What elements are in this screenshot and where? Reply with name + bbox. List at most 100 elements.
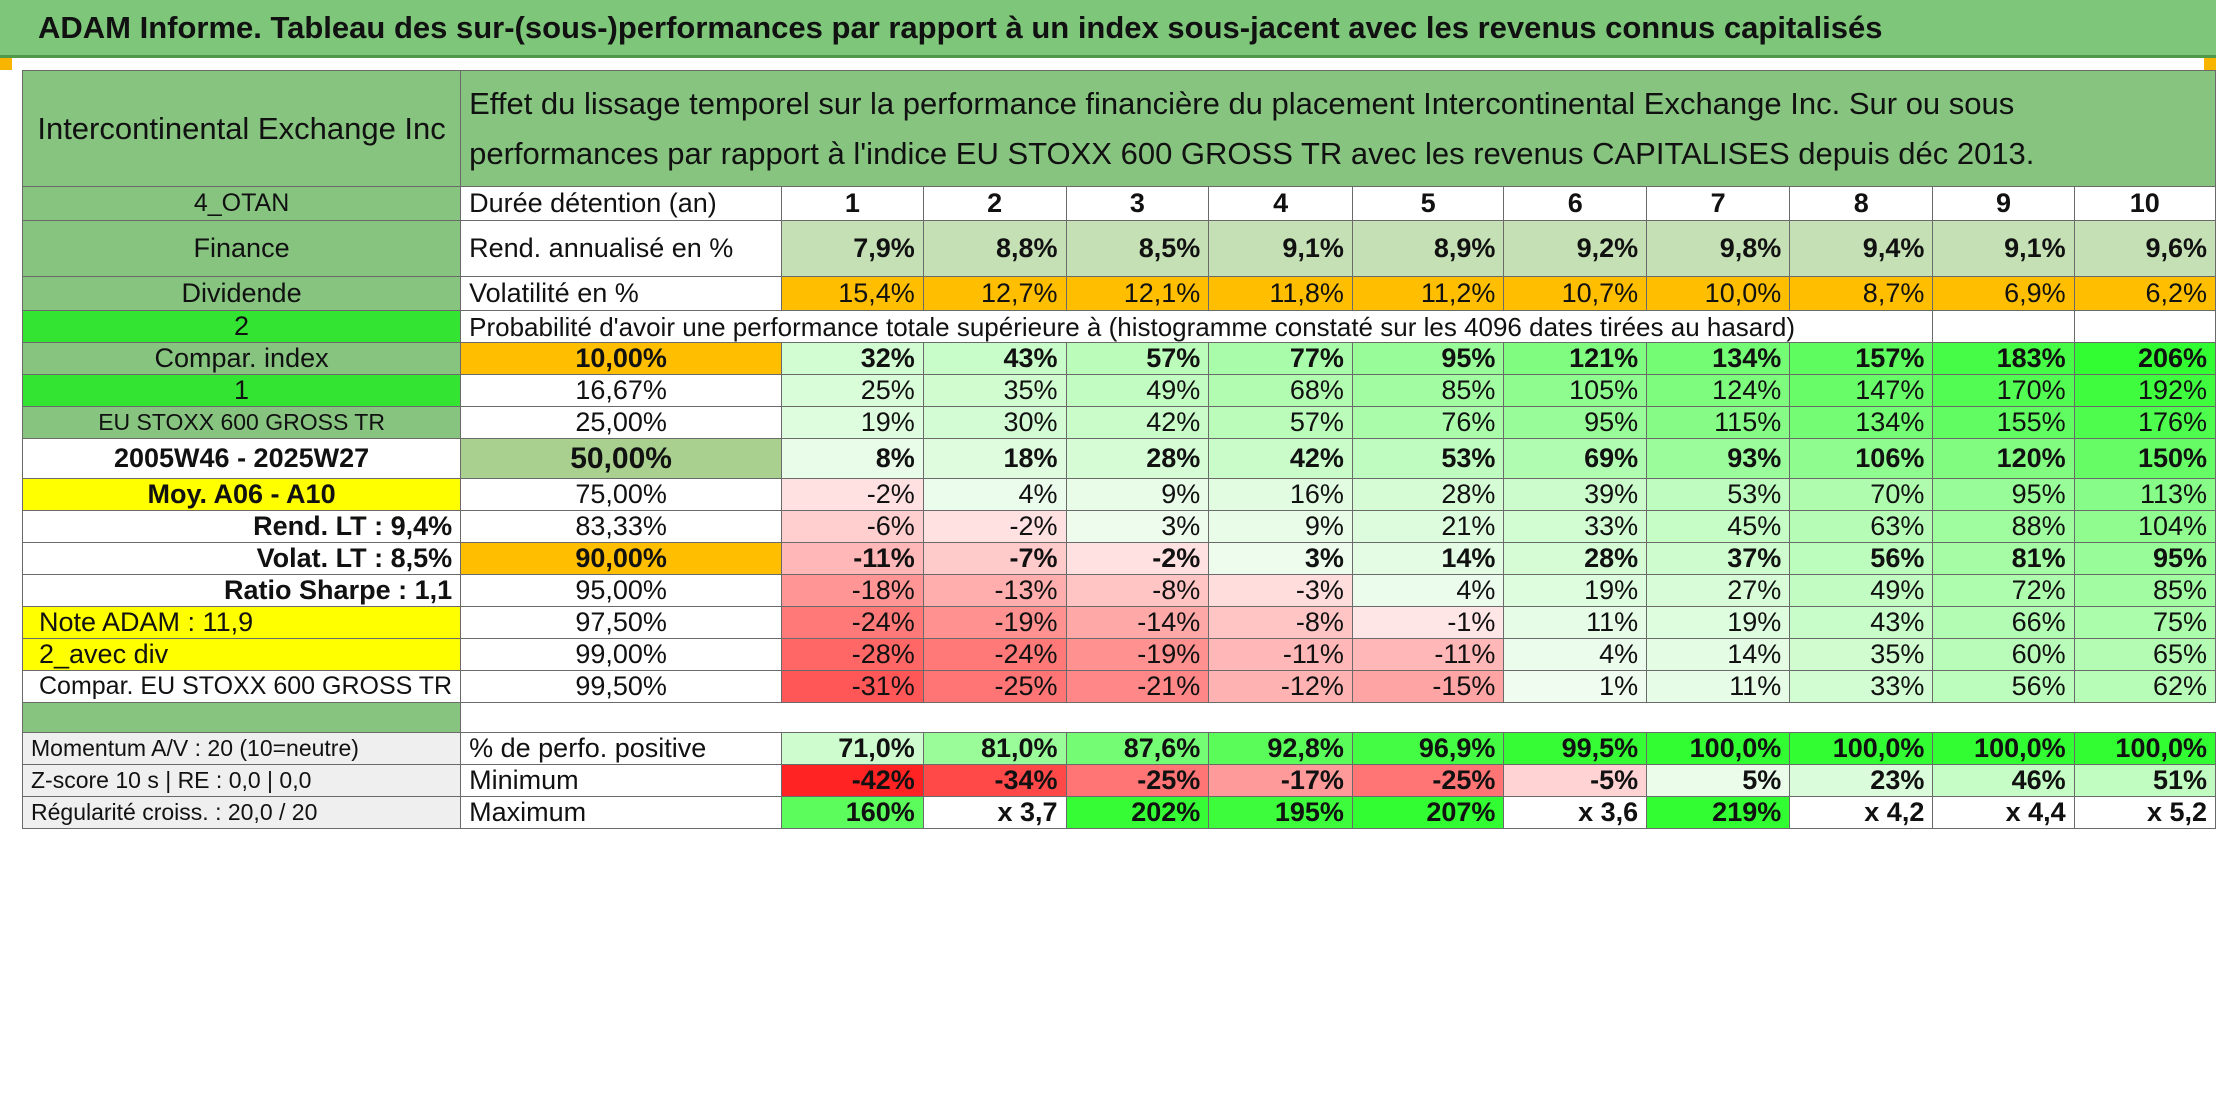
- positive-value: 100,0%: [1646, 732, 1791, 766]
- rend-value: 9,4%: [1789, 220, 1934, 278]
- matrix-row: 1 16,67% 25% 35% 49% 68% 85% 105% 124% 147% 170% 19…: [21, 374, 2216, 408]
- percentile: 75,00%: [460, 478, 783, 512]
- positive-value: 100,0%: [2073, 732, 2216, 766]
- matrix-cell: 35%: [922, 374, 1067, 408]
- matrix-cell: 53%: [1646, 478, 1791, 512]
- matrix-cell: 93%: [1646, 438, 1791, 480]
- vol-value: 10,7%: [1503, 276, 1648, 312]
- maximum-value: x 3,6: [1503, 796, 1648, 830]
- duration-8: 8: [1789, 186, 1934, 222]
- matrix-cell: 70%: [1789, 478, 1934, 512]
- matrix-cell: 95%: [1503, 406, 1648, 440]
- left-label: Volat. LT : 8,5%: [21, 542, 462, 576]
- code-label: 4_OTAN: [21, 186, 462, 222]
- rend-value: 8,8%: [922, 220, 1067, 278]
- matrix-cell: 65%: [2073, 638, 2216, 672]
- rend-value: 9,6%: [2073, 220, 2216, 278]
- matrix-cell: 53%: [1351, 438, 1505, 480]
- matrix-cell: 69%: [1503, 438, 1648, 480]
- matrix-cell: 192%: [2073, 374, 2216, 408]
- matrix-cell: 42%: [1065, 406, 1210, 440]
- minimum-value: -25%: [1351, 764, 1505, 798]
- matrix-cell: 14%: [1646, 638, 1791, 672]
- rend-row: Finance Rend. annualisé en % 7,9% 8,8% 8,5% 9…: [21, 220, 2216, 278]
- durations-label: Durée détention (an): [460, 186, 783, 222]
- spacer-row: [21, 702, 2216, 734]
- matrix-cell: 28%: [1351, 478, 1505, 512]
- left-label: 2_avec div: [21, 638, 462, 672]
- matrix-cell: -2%: [1065, 542, 1210, 576]
- matrix-cell: -3%: [1208, 574, 1353, 608]
- duration-5: 5: [1351, 186, 1505, 222]
- matrix-cell: 60%: [1932, 638, 2075, 672]
- matrix-cell: 28%: [1065, 438, 1210, 480]
- matrix-cell: 28%: [1503, 542, 1648, 576]
- vol-value: 12,7%: [922, 276, 1067, 312]
- matrix-cell: 45%: [1646, 510, 1791, 544]
- matrix-cell: 42%: [1208, 438, 1353, 480]
- matrix-cell: 77%: [1208, 342, 1353, 376]
- spacer-left: [21, 702, 462, 734]
- footer-label: Maximum: [460, 796, 783, 830]
- matrix-cell: -21%: [1065, 670, 1210, 704]
- vol-value: 11,8%: [1208, 276, 1353, 312]
- matrix-cell: 95%: [1351, 342, 1505, 376]
- matrix-cell: 32%: [781, 342, 924, 376]
- blank-cell: [1932, 310, 2075, 344]
- left-label: Note ADAM : 11,9: [21, 606, 462, 640]
- percentile: 90,00%: [460, 542, 783, 576]
- matrix-cell: 104%: [2073, 510, 2216, 544]
- matrix-cell: 35%: [1789, 638, 1934, 672]
- matrix-row: Volat. LT : 8,5% 90,00% -11% -7% -2% 3% 14% 28%…: [21, 542, 2216, 576]
- matrix-row: Ratio Sharpe : 1,1 95,00% -18% -13% -8% -3% 4%…: [21, 574, 2216, 608]
- minimum-value: -34%: [922, 764, 1067, 798]
- corner-marker: [2204, 58, 2216, 70]
- positive-value: 96,9%: [1351, 732, 1505, 766]
- footer-left: Momentum A/V : 20 (10=neutre): [21, 732, 462, 766]
- rend-label: Rend. annualisé en %: [460, 220, 783, 278]
- left-label: 1: [21, 374, 462, 408]
- matrix-cell: 95%: [1932, 478, 2075, 512]
- maximum-value: x 3,7: [922, 796, 1067, 830]
- vol-label: Volatilité en %: [460, 276, 783, 312]
- matrix-cell: 81%: [1932, 542, 2075, 576]
- rend-value: 9,2%: [1503, 220, 1648, 278]
- matrix-cell: 66%: [1932, 606, 2075, 640]
- footer-row: Momentum A/V : 20 (10=neutre)% de perfo.…: [21, 732, 2216, 766]
- matrix-cell: 19%: [781, 406, 924, 440]
- sector-label: Finance: [21, 220, 462, 278]
- matrix-cell: 3%: [1065, 510, 1210, 544]
- left-label: 2005W46 - 2025W27: [21, 438, 462, 480]
- percentile: 97,50%: [460, 606, 783, 640]
- matrix-cell: 63%: [1789, 510, 1934, 544]
- positive-value: 92,8%: [1208, 732, 1353, 766]
- maximum-value: 195%: [1208, 796, 1353, 830]
- matrix-cell: 19%: [1503, 574, 1648, 608]
- vol-row: Dividende Volatilité en % 15,4% 12,7% 12,1% 1…: [21, 276, 2216, 312]
- footer-left: Régularité croiss. : 20,0 / 20: [21, 796, 462, 830]
- matrix-cell: 147%: [1789, 374, 1934, 408]
- matrix-cell: 124%: [1646, 374, 1791, 408]
- matrix-cell: 183%: [1932, 342, 2075, 376]
- minimum-value: -42%: [781, 764, 924, 798]
- maximum-value: x 4,2: [1789, 796, 1934, 830]
- matrix-cell: -8%: [1065, 574, 1210, 608]
- matrix-cell: 33%: [1503, 510, 1648, 544]
- duration-3: 3: [1065, 186, 1210, 222]
- matrix-cell: 134%: [1646, 342, 1791, 376]
- matrix-cell: 43%: [1789, 606, 1934, 640]
- matrix-cell: 39%: [1503, 478, 1648, 512]
- duration-4: 4: [1208, 186, 1353, 222]
- matrix-cell: 1%: [1503, 670, 1648, 704]
- matrix-cell: -25%: [922, 670, 1067, 704]
- minimum-value: 51%: [2073, 764, 2216, 798]
- matrix-cell: -13%: [922, 574, 1067, 608]
- matrix-cell: -2%: [922, 510, 1067, 544]
- left-label: Rend. LT : 9,4%: [21, 510, 462, 544]
- minimum-value: 23%: [1789, 764, 1934, 798]
- matrix-cell: -2%: [781, 478, 924, 512]
- report-title: ADAM Informe. Tableau des sur-(sous-)per…: [38, 10, 1883, 45]
- matrix-cell: 85%: [1351, 374, 1505, 408]
- footer-left: Z-score 10 s | RE : 0,0 | 0,0: [21, 764, 462, 798]
- description: Effet du lissage temporel sur la perform…: [460, 69, 2216, 188]
